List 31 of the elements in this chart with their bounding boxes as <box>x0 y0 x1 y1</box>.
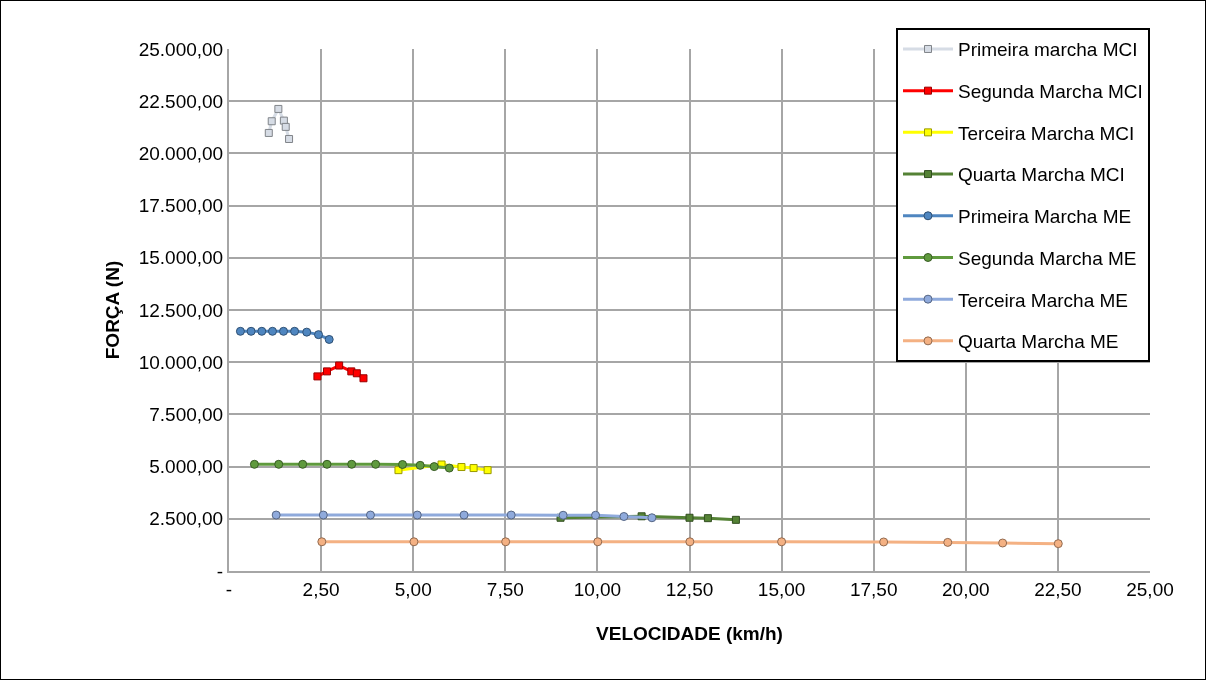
x-tick-label: 2,50 <box>302 578 340 600</box>
legend-label: Primeira marcha MCI <box>958 39 1138 61</box>
legend-label: Terceira Marcha MCI <box>958 122 1135 144</box>
y-tick-label: 7.500,00 <box>149 404 224 426</box>
x-tick-label: 22,50 <box>1034 578 1082 600</box>
x-tick-label: 17,50 <box>849 578 898 600</box>
legend-label: Quarta Marcha MCI <box>958 164 1125 186</box>
y-tick-label: 5.000,00 <box>149 456 224 478</box>
y-axis-title: FORÇA (N) <box>102 260 124 360</box>
legend-label: Segunda Marcha MCI <box>958 81 1143 103</box>
y-tick-label: 17.500,00 <box>138 195 224 217</box>
x-tick-label: 10,00 <box>573 578 622 600</box>
y-tick-label: 22.500,00 <box>138 90 224 112</box>
x-tick-label: 15,00 <box>757 578 806 600</box>
x-tick-label: 5,00 <box>394 578 432 600</box>
x-tick-label: 7,50 <box>486 578 524 600</box>
legend-label: Quarta Marcha ME <box>958 331 1119 353</box>
x-tick-label: 20,00 <box>942 578 990 600</box>
x-axis-title: VELOCIDADE (km/h) <box>596 623 783 645</box>
y-tick-label: 2.500,00 <box>149 508 224 530</box>
x-tick-label: 12,50 <box>665 578 714 600</box>
x-tick-label: 25,00 <box>1126 578 1174 600</box>
y-tick-label: - <box>216 560 224 582</box>
y-tick-label: 20.000,00 <box>138 143 224 165</box>
y-tick-label: 15.000,00 <box>138 247 224 269</box>
legend-label: Segunda Marcha ME <box>958 247 1137 269</box>
y-tick-label: 25.000,00 <box>138 38 224 60</box>
legend-label: Terceira Marcha ME <box>958 289 1128 311</box>
legend-label: Primeira Marcha ME <box>958 206 1132 228</box>
y-tick-label: 12.500,00 <box>138 299 224 321</box>
y-tick-label: 10.000,00 <box>138 351 224 373</box>
